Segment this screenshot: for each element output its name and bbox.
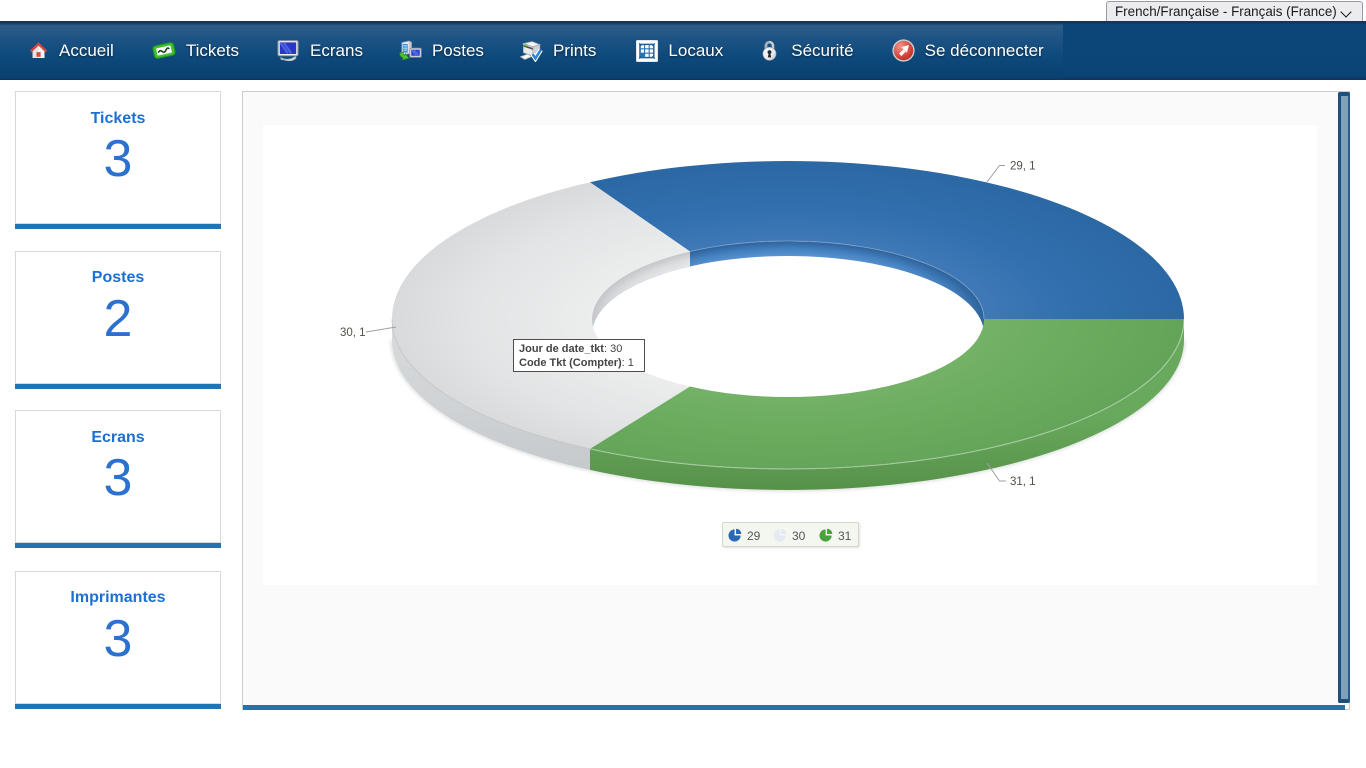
svg-text:31, 1: 31, 1 (1010, 476, 1036, 488)
svg-text:30, 1: 30, 1 (340, 327, 366, 339)
svg-text:29, 1: 29, 1 (1010, 161, 1036, 173)
